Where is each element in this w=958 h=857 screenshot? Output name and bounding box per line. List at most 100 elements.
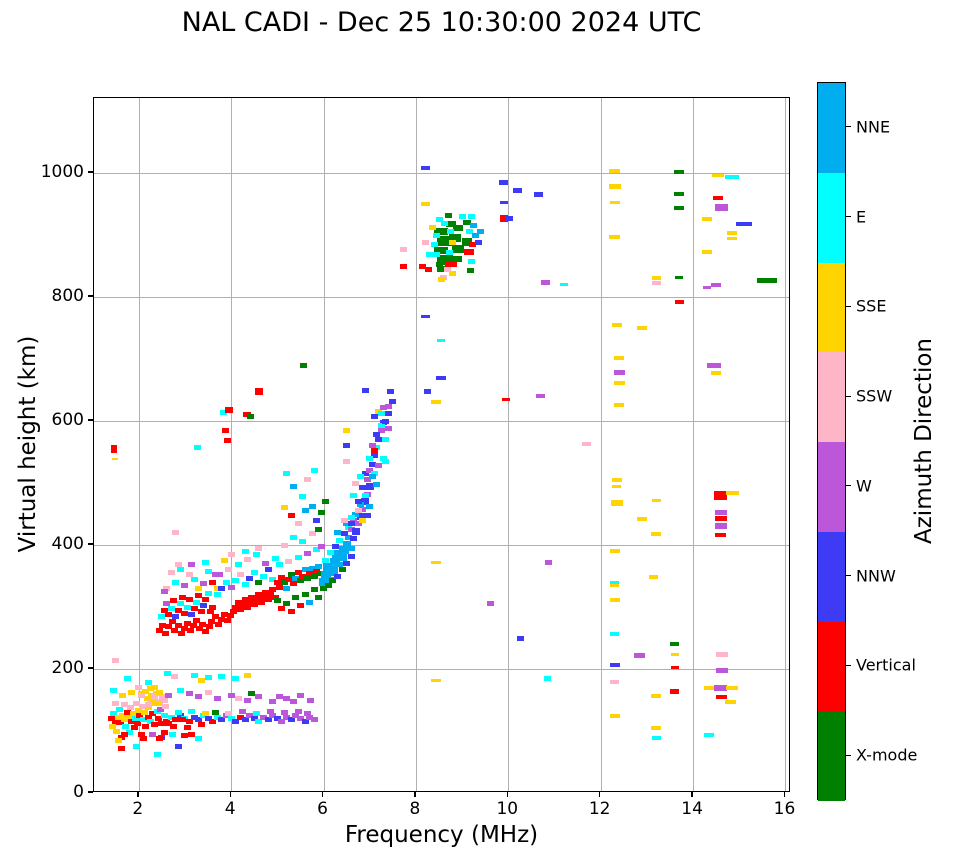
data-point <box>255 694 263 700</box>
data-point <box>220 611 228 617</box>
data-point <box>179 595 187 601</box>
data-point <box>582 441 592 446</box>
data-point <box>365 483 374 491</box>
data-point <box>466 268 474 274</box>
data-point <box>253 552 261 558</box>
data-point <box>716 694 728 699</box>
data-point <box>301 508 309 514</box>
data-point <box>283 714 291 720</box>
data-point <box>171 673 179 679</box>
data-point <box>159 623 167 629</box>
data-point <box>255 592 263 598</box>
data-point <box>224 407 233 414</box>
data-point <box>287 512 295 518</box>
data-point <box>280 542 288 548</box>
data-point <box>137 692 145 698</box>
data-point <box>287 572 295 578</box>
data-point <box>285 576 293 582</box>
y-tick-label: 200 <box>51 658 84 678</box>
data-point <box>387 388 395 394</box>
x-gridline <box>785 98 787 791</box>
data-point <box>611 477 622 482</box>
data-point <box>188 708 196 714</box>
data-point <box>163 671 171 677</box>
data-point <box>189 623 197 629</box>
data-point <box>430 399 441 404</box>
colorbar-segment-nnw <box>818 531 845 622</box>
data-point <box>223 579 231 585</box>
data-point <box>246 575 254 581</box>
data-point <box>370 452 378 458</box>
data-point <box>336 562 344 568</box>
data-point <box>204 716 212 722</box>
data-point <box>559 283 568 287</box>
colorbar-tick-label: W <box>856 476 872 496</box>
data-point <box>357 474 364 480</box>
data-point <box>436 236 453 247</box>
data-point <box>474 239 482 245</box>
data-point <box>361 387 369 393</box>
data-point <box>354 508 362 514</box>
data-point <box>451 255 462 262</box>
data-point <box>436 338 445 342</box>
data-point <box>610 680 620 685</box>
colorbar-axis-label: Azimuth Direction <box>911 338 937 544</box>
data-point <box>130 725 138 731</box>
data-point <box>445 220 456 227</box>
data-point <box>257 599 265 605</box>
data-point <box>183 620 191 626</box>
data-point <box>368 443 376 449</box>
data-point <box>119 692 127 698</box>
data-point <box>714 684 728 691</box>
data-point <box>144 680 152 686</box>
data-point <box>449 239 457 245</box>
data-point <box>172 613 180 619</box>
data-point <box>254 388 263 396</box>
data-point <box>154 716 162 722</box>
colorbar-segment-w <box>818 442 845 532</box>
data-point <box>112 658 120 664</box>
data-point <box>172 579 180 585</box>
data-point <box>651 694 662 699</box>
data-point <box>176 688 184 694</box>
data-point <box>163 585 171 591</box>
colorbar-segment-x-mode <box>818 711 845 801</box>
data-point <box>370 413 378 419</box>
data-point <box>444 212 452 218</box>
data-point <box>726 685 739 690</box>
data-point <box>303 551 311 557</box>
data-point <box>144 702 152 708</box>
data-point <box>451 244 464 253</box>
colorbar-tick-mark <box>846 395 851 397</box>
data-point <box>425 266 433 272</box>
data-point <box>162 703 170 709</box>
x-tick-label: 2 <box>132 799 144 819</box>
data-point <box>209 604 217 610</box>
data-point <box>158 613 166 619</box>
data-point <box>424 388 432 394</box>
data-point <box>273 579 281 585</box>
colorbar-tick-label: NNW <box>856 566 896 586</box>
data-point <box>190 576 198 582</box>
data-point <box>505 215 514 221</box>
data-point <box>112 720 120 726</box>
x-gridline <box>138 98 140 791</box>
data-point <box>227 716 235 722</box>
data-point <box>294 554 302 560</box>
data-point <box>225 711 233 717</box>
data-point <box>350 517 358 523</box>
data-point <box>135 708 143 714</box>
data-point <box>727 236 738 240</box>
data-point <box>384 411 392 417</box>
data-point <box>609 169 621 174</box>
data-point <box>125 714 133 720</box>
data-point <box>428 225 436 231</box>
colorbar-tick-mark <box>846 664 851 666</box>
data-point <box>278 605 286 611</box>
y-axis-label: Virtual height (km) <box>15 335 41 553</box>
data-point <box>343 443 351 449</box>
colorbar-segment-nne <box>818 83 845 173</box>
data-point <box>283 601 291 607</box>
colorbar-segment-ssw <box>818 352 845 442</box>
x-tick-label: 10 <box>496 799 519 819</box>
